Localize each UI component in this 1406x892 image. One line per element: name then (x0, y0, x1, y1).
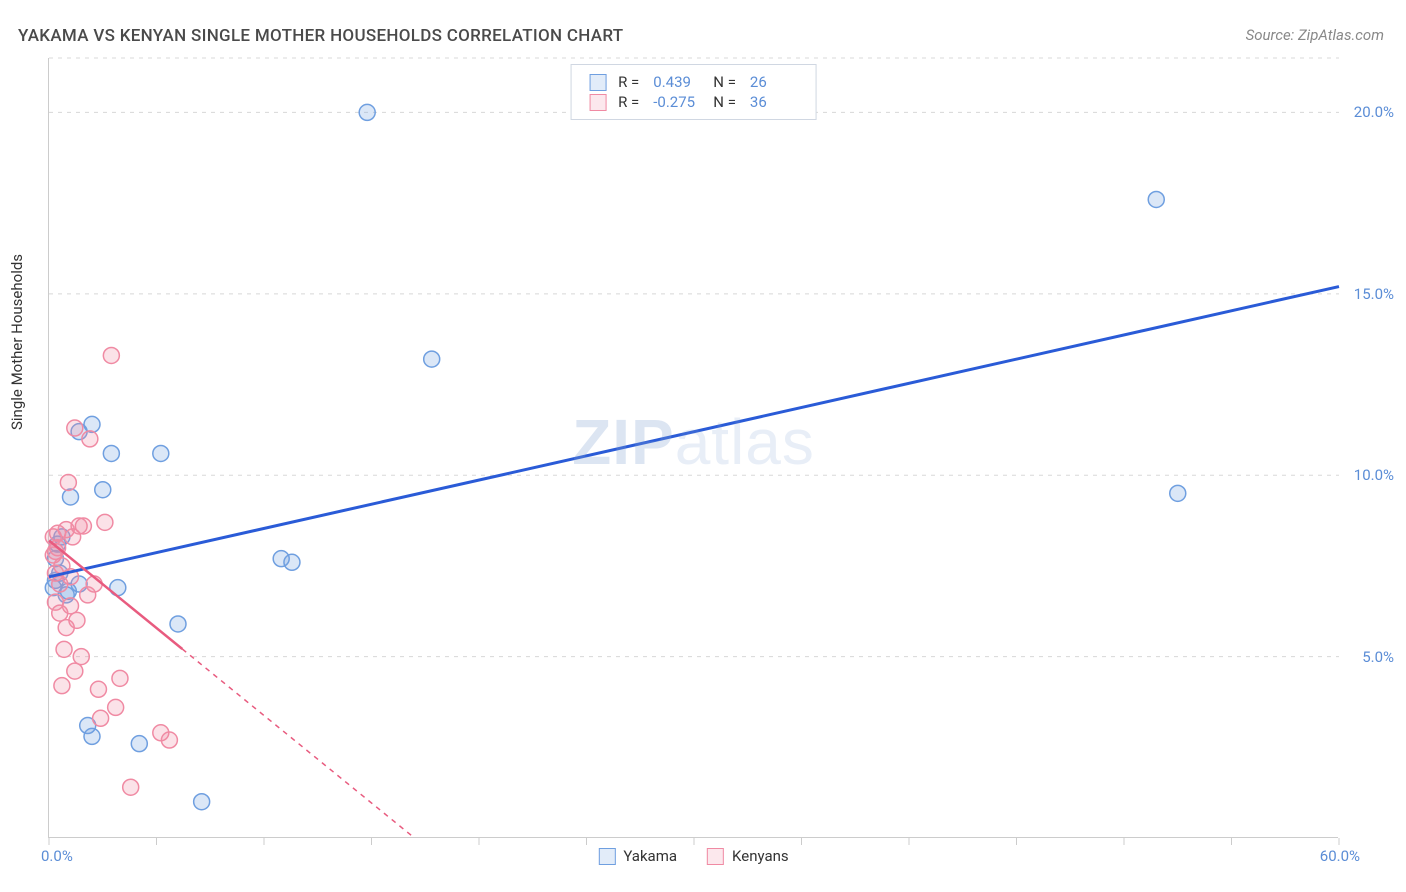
legend-row-kenyans: R = -0.275 N = 36 (589, 93, 798, 111)
legend-R-label: R = (618, 73, 639, 91)
correlation-legend: R = 0.439 N = 26 R = -0.275 N = 36 (570, 64, 817, 120)
chart-container: YAKAMA VS KENYAN SINGLE MOTHER HOUSEHOLD… (0, 0, 1406, 892)
y-axis-label: Single Mother Households (8, 254, 26, 430)
source-attribution: Source: ZipAtlas.com (1246, 26, 1384, 44)
plot-area: ZIPatlas R =0.439N =26R =-0.275N =36 0.0… (48, 58, 1338, 838)
series-swatch-kenyans (707, 848, 724, 865)
series-legend-item-yakama: Yakama (598, 847, 677, 865)
series-swatch-yakama (598, 848, 615, 865)
series-label-yakama: Yakama (623, 847, 677, 865)
legend-swatch-kenyans (589, 94, 606, 111)
chart-title: YAKAMA VS KENYAN SINGLE MOTHER HOUSEHOLD… (18, 26, 623, 46)
y-tick-label: 15.0% (1354, 285, 1394, 303)
plot-svg (49, 58, 1339, 838)
y-tick-label: 20.0% (1354, 103, 1394, 121)
legend-R-value-kenyans: -0.275 (653, 93, 701, 111)
series-label-kenyans: Kenyans (732, 847, 789, 865)
x-max-label: 60.0% (1320, 847, 1360, 865)
legend-N-value-kenyans: 36 (750, 93, 798, 111)
y-tick-label: 5.0% (1362, 648, 1394, 666)
x-origin-label: 0.0% (41, 847, 73, 865)
legend-row-yakama: R = 0.439 N = 26 (589, 73, 798, 91)
legend-R-value-yakama: 0.439 (653, 73, 701, 91)
series-legend-item-kenyans: Kenyans (707, 847, 789, 865)
legend-R-label: R = (618, 93, 639, 111)
legend-N-label: N = (713, 93, 736, 111)
series-legend: Yakama Kenyans (598, 847, 788, 865)
legend-N-label: N = (713, 73, 736, 91)
y-tick-label: 10.0% (1354, 466, 1394, 484)
legend-swatch-yakama (589, 74, 606, 91)
legend-N-value-yakama: 26 (750, 73, 798, 91)
